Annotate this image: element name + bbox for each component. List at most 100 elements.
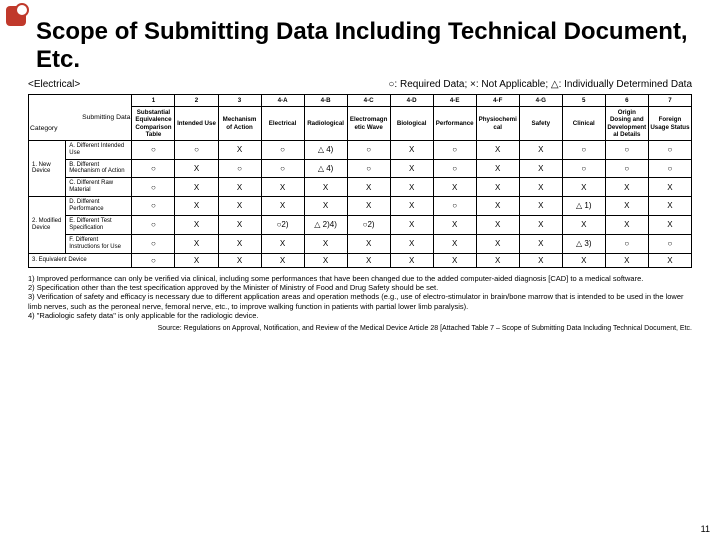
- table-cell: ○: [132, 178, 175, 197]
- table-cell: X: [476, 215, 519, 234]
- hb0: Substantial Equivalence Comparison Table: [132, 107, 175, 141]
- table-cell: ○: [132, 159, 175, 178]
- table-cell: ○: [648, 159, 691, 178]
- hb4: Radiological: [304, 107, 347, 141]
- hb6: Biological: [390, 107, 433, 141]
- row-label: C. Different Raw Material: [66, 178, 132, 197]
- table-cell: ○: [261, 159, 304, 178]
- table-cell: X: [390, 253, 433, 267]
- table-cell: X: [433, 253, 476, 267]
- table-cell: X: [562, 253, 605, 267]
- table-row: B. Different Mechanism of Action○X○○△ 4)…: [29, 159, 692, 178]
- footnote-3: 3) Verification of safety and efficacy i…: [28, 292, 692, 311]
- table-cell: ○: [347, 159, 390, 178]
- table-cell: X: [519, 159, 562, 178]
- footnote-4: 4) "Radiologic safety data" is only appl…: [28, 311, 692, 320]
- table-cell: X: [433, 215, 476, 234]
- page-title: Scope of Submitting Data Including Techn…: [36, 18, 692, 73]
- hb3: Electrical: [261, 107, 304, 141]
- table-cell: X: [390, 215, 433, 234]
- row-label: 3. Equivalent Device: [29, 253, 132, 267]
- table-cell: X: [218, 253, 261, 267]
- row-group-label: 2. Modified Device: [29, 197, 66, 253]
- table-cell: X: [347, 234, 390, 253]
- table-cell: X: [390, 159, 433, 178]
- hb5: Electromagnetic Wave: [347, 107, 390, 141]
- table-cell: ○: [605, 159, 648, 178]
- table-cell: X: [519, 215, 562, 234]
- page-number: 11: [701, 524, 710, 534]
- table-cell: △ 2)4): [304, 215, 347, 234]
- table-cell: X: [605, 215, 648, 234]
- table-cell: X: [433, 234, 476, 253]
- hb12: Foreign Usage Status: [648, 107, 691, 141]
- table-cell: X: [175, 234, 218, 253]
- table-cell: X: [562, 215, 605, 234]
- table-cell: ○: [132, 197, 175, 216]
- h3: 3: [218, 95, 261, 107]
- table-cell: X: [605, 178, 648, 197]
- table-cell: X: [347, 178, 390, 197]
- h4g: 4-G: [519, 95, 562, 107]
- footnote-1: 1) Improved performance can only be veri…: [28, 274, 692, 283]
- hb11: Origin Dosing and Developmental Details: [605, 107, 648, 141]
- table-row: E. Different Test Specification○XX○2)△ 2…: [29, 215, 692, 234]
- table-cell: ○2): [261, 215, 304, 234]
- hb7: Performance: [433, 107, 476, 141]
- h4a: 4-A: [261, 95, 304, 107]
- table-cell: X: [261, 234, 304, 253]
- table-cell: X: [519, 197, 562, 216]
- table-cell: X: [476, 178, 519, 197]
- hb9: Safety: [519, 107, 562, 141]
- table-cell: ○: [347, 140, 390, 159]
- table-cell: ○: [132, 140, 175, 159]
- table-row: 3. Equivalent Device○XXXXXXXXXXXX: [29, 253, 692, 267]
- footnotes: 1) Improved performance can only be veri…: [28, 274, 692, 321]
- table-cell: ○: [132, 215, 175, 234]
- table-cell: X: [648, 197, 691, 216]
- table-cell: X: [347, 197, 390, 216]
- table-cell: X: [175, 159, 218, 178]
- table-cell: X: [175, 253, 218, 267]
- brand-logo: [6, 6, 26, 26]
- header-row-1: 1 2 3 4-A 4-B 4-C 4-D 4-E 4-F 4-G 5 6 7: [29, 95, 692, 107]
- table-cell: X: [304, 197, 347, 216]
- table-row: C. Different Raw Material○XXXXXXXXXXXX: [29, 178, 692, 197]
- table-cell: X: [218, 215, 261, 234]
- hb8: Physiochemical: [476, 107, 519, 141]
- footnote-2: 2) Specification other than the test spe…: [28, 283, 692, 292]
- table-cell: X: [390, 234, 433, 253]
- table-cell: X: [304, 178, 347, 197]
- row-label: B. Different Mechanism of Action: [66, 159, 132, 178]
- table-cell: △ 1): [562, 197, 605, 216]
- table-cell: X: [304, 253, 347, 267]
- table-cell: ○: [605, 140, 648, 159]
- header-category: Submitting Data Category: [29, 107, 132, 141]
- table-cell: X: [605, 197, 648, 216]
- table-cell: ○: [605, 234, 648, 253]
- table-cell: X: [476, 159, 519, 178]
- table-cell: ○: [132, 234, 175, 253]
- table-row: 2. Modified DeviceD. Different Performan…: [29, 197, 692, 216]
- table-cell: ○: [648, 234, 691, 253]
- table-cell: ○: [433, 197, 476, 216]
- h4e: 4-E: [433, 95, 476, 107]
- table-cell: ○: [218, 159, 261, 178]
- table-cell: X: [476, 140, 519, 159]
- table-cell: △ 4): [304, 140, 347, 159]
- hb10: Clinical: [562, 107, 605, 141]
- h4f: 4-F: [476, 95, 519, 107]
- row-label: F. Different Instructions for Use: [66, 234, 132, 253]
- table-cell: X: [390, 178, 433, 197]
- hb1: Intended Use: [175, 107, 218, 141]
- header-submitting-data: [29, 95, 132, 107]
- table-cell: X: [261, 253, 304, 267]
- row-group-label: 1. New Device: [29, 140, 66, 196]
- table-cell: X: [218, 140, 261, 159]
- table-cell: ○: [433, 140, 476, 159]
- row-label: A. Different Intended Use: [66, 140, 132, 159]
- h6: 6: [605, 95, 648, 107]
- table-cell: X: [261, 178, 304, 197]
- table-cell: ○: [562, 159, 605, 178]
- table-row: F. Different Instructions for Use○XXXXXX…: [29, 234, 692, 253]
